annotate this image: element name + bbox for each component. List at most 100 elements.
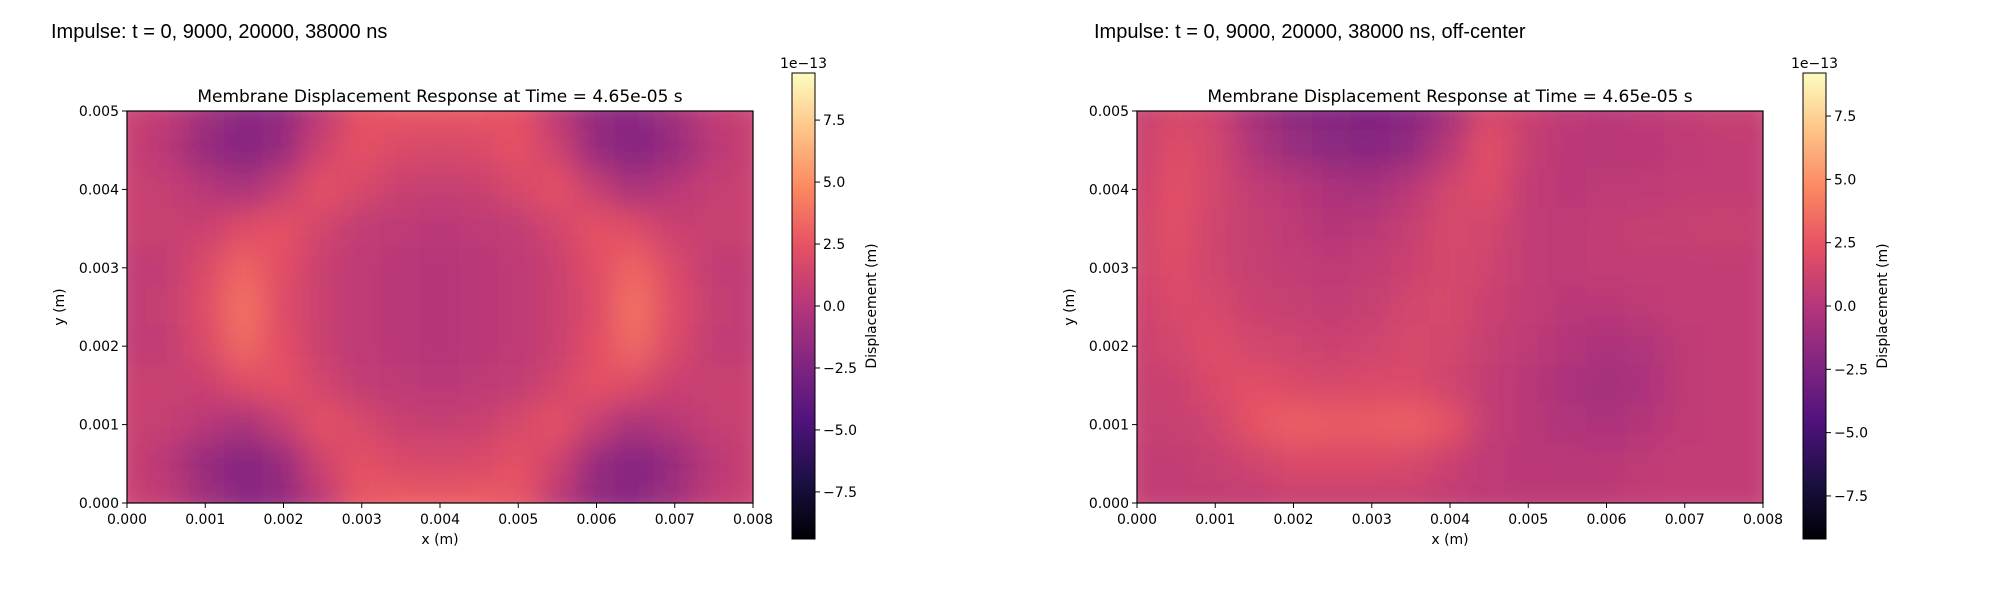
heatmap-cell [1546, 325, 1588, 367]
heatmap-cell [1742, 168, 1763, 210]
heatmap-cell [497, 129, 539, 171]
heatmap-cell [223, 443, 265, 485]
heatmap-cell [1468, 325, 1510, 367]
chart-title: Membrane Displacement Response at Time =… [197, 87, 682, 107]
heatmap-cell [184, 364, 226, 406]
heatmap-cell [380, 364, 422, 406]
heatmap-cell [1137, 168, 1158, 210]
heatmap-cell [693, 443, 735, 485]
heatmap-cell [1507, 364, 1549, 406]
heatmap-cell [419, 443, 461, 485]
heatmap-cell [1585, 286, 1628, 328]
heatmap-cell [341, 286, 383, 328]
heatmap-cell [497, 325, 539, 367]
heatmap-cell [1585, 482, 1628, 503]
colorbar-offset-text: 1e−13 [780, 56, 827, 72]
heatmap-cell [1233, 129, 1275, 171]
heatmap-cell [654, 325, 696, 367]
heatmap-cell [458, 404, 500, 446]
y-tick-label: 0.005 [79, 104, 119, 120]
heatmap-cell [1664, 286, 1706, 328]
heatmap-cell [145, 129, 187, 171]
heatmap-cell [1351, 443, 1393, 485]
heatmap-cell [1429, 364, 1471, 406]
heatmap-cell [302, 129, 344, 171]
heatmap-cell [458, 443, 500, 485]
heatmap-cell [615, 111, 657, 132]
heatmap-cell [1429, 404, 1471, 446]
colorbar-tick-label: 5.0 [1834, 172, 1856, 188]
heatmap-cell [1585, 364, 1628, 406]
heatmap-cell [223, 482, 265, 503]
heatmap-cell [145, 111, 187, 132]
x-tick-label: 0.002 [263, 512, 303, 528]
heatmap-cell [575, 168, 618, 210]
heatmap-cell [575, 364, 618, 406]
heatmap-cell [536, 247, 578, 289]
heatmap-cell [1351, 364, 1393, 406]
heatmap-cell [380, 111, 422, 132]
heatmap-cell [1137, 286, 1158, 328]
heatmap-cell [458, 129, 500, 171]
heatmap-cell [341, 129, 383, 171]
heatmap-cell [1233, 364, 1275, 406]
x-tick-label: 0.005 [1508, 512, 1548, 528]
heatmap-cell [536, 168, 578, 210]
y-axis-label: y (m) [52, 288, 68, 325]
heatmap-cell [1137, 364, 1158, 406]
heatmap-cell [1390, 129, 1432, 171]
heatmap-cell [1429, 325, 1471, 367]
heatmap-cell [1625, 286, 1667, 328]
heatmap-cell [145, 364, 187, 406]
heatmap-cell [575, 482, 618, 503]
colorbar-tick-label: −5.0 [1834, 426, 1868, 442]
colorbar-tick-label: 2.5 [1834, 236, 1856, 252]
heatmap-cell [1585, 325, 1628, 367]
heatmap-cell [654, 286, 696, 328]
heatmap-cell [1155, 129, 1197, 171]
heatmap-cell [1194, 325, 1236, 367]
heatmap-cell [654, 168, 696, 210]
heatmap-cell [302, 286, 344, 328]
heatmap-cell [1272, 111, 1315, 132]
heatmap-cell [1625, 208, 1667, 250]
heatmap-cell [1429, 482, 1471, 503]
heatmap-cell [302, 325, 344, 367]
heatmap-cell [380, 325, 422, 367]
heatmap-cell [1155, 168, 1197, 210]
colorbar-label: Displacement (m) [1875, 243, 1891, 368]
heatmap-cell [1312, 364, 1354, 406]
heatmap-cell [127, 404, 148, 446]
heatmap-cell [262, 208, 305, 250]
heatmap-cell [654, 443, 696, 485]
heatmap-cell [1312, 208, 1354, 250]
heatmap-cell [341, 443, 383, 485]
heatmap-cell [302, 111, 344, 132]
heatmap-cell [1507, 111, 1549, 132]
heatmap-cell [615, 129, 657, 171]
heatmap-cell [184, 247, 226, 289]
heatmap-cell [1507, 247, 1549, 289]
heatmap-cell [1703, 443, 1745, 485]
heatmap-cell [1155, 404, 1197, 446]
x-tick-label: 0.006 [1586, 512, 1626, 528]
heatmap-cell [302, 168, 344, 210]
heatmap-cell [1703, 286, 1745, 328]
heatmap-cell [223, 168, 265, 210]
heatmap-cell [1625, 443, 1667, 485]
heatmap-area [127, 111, 753, 503]
heatmap-cell [380, 443, 422, 485]
heatmap-cell [262, 111, 305, 132]
heatmap-cell [1233, 111, 1275, 132]
heatmap-cell [693, 364, 735, 406]
heatmap-cell [536, 208, 578, 250]
heatmap-cell [1703, 247, 1745, 289]
heatmap-cell [1390, 208, 1432, 250]
heatmap-cell [1742, 325, 1763, 367]
heatmap-cell [1546, 482, 1588, 503]
heatmap-cell [145, 286, 187, 328]
heatmap-cell [654, 247, 696, 289]
heatmap-cell [1155, 482, 1197, 503]
heatmap-cell [127, 364, 148, 406]
